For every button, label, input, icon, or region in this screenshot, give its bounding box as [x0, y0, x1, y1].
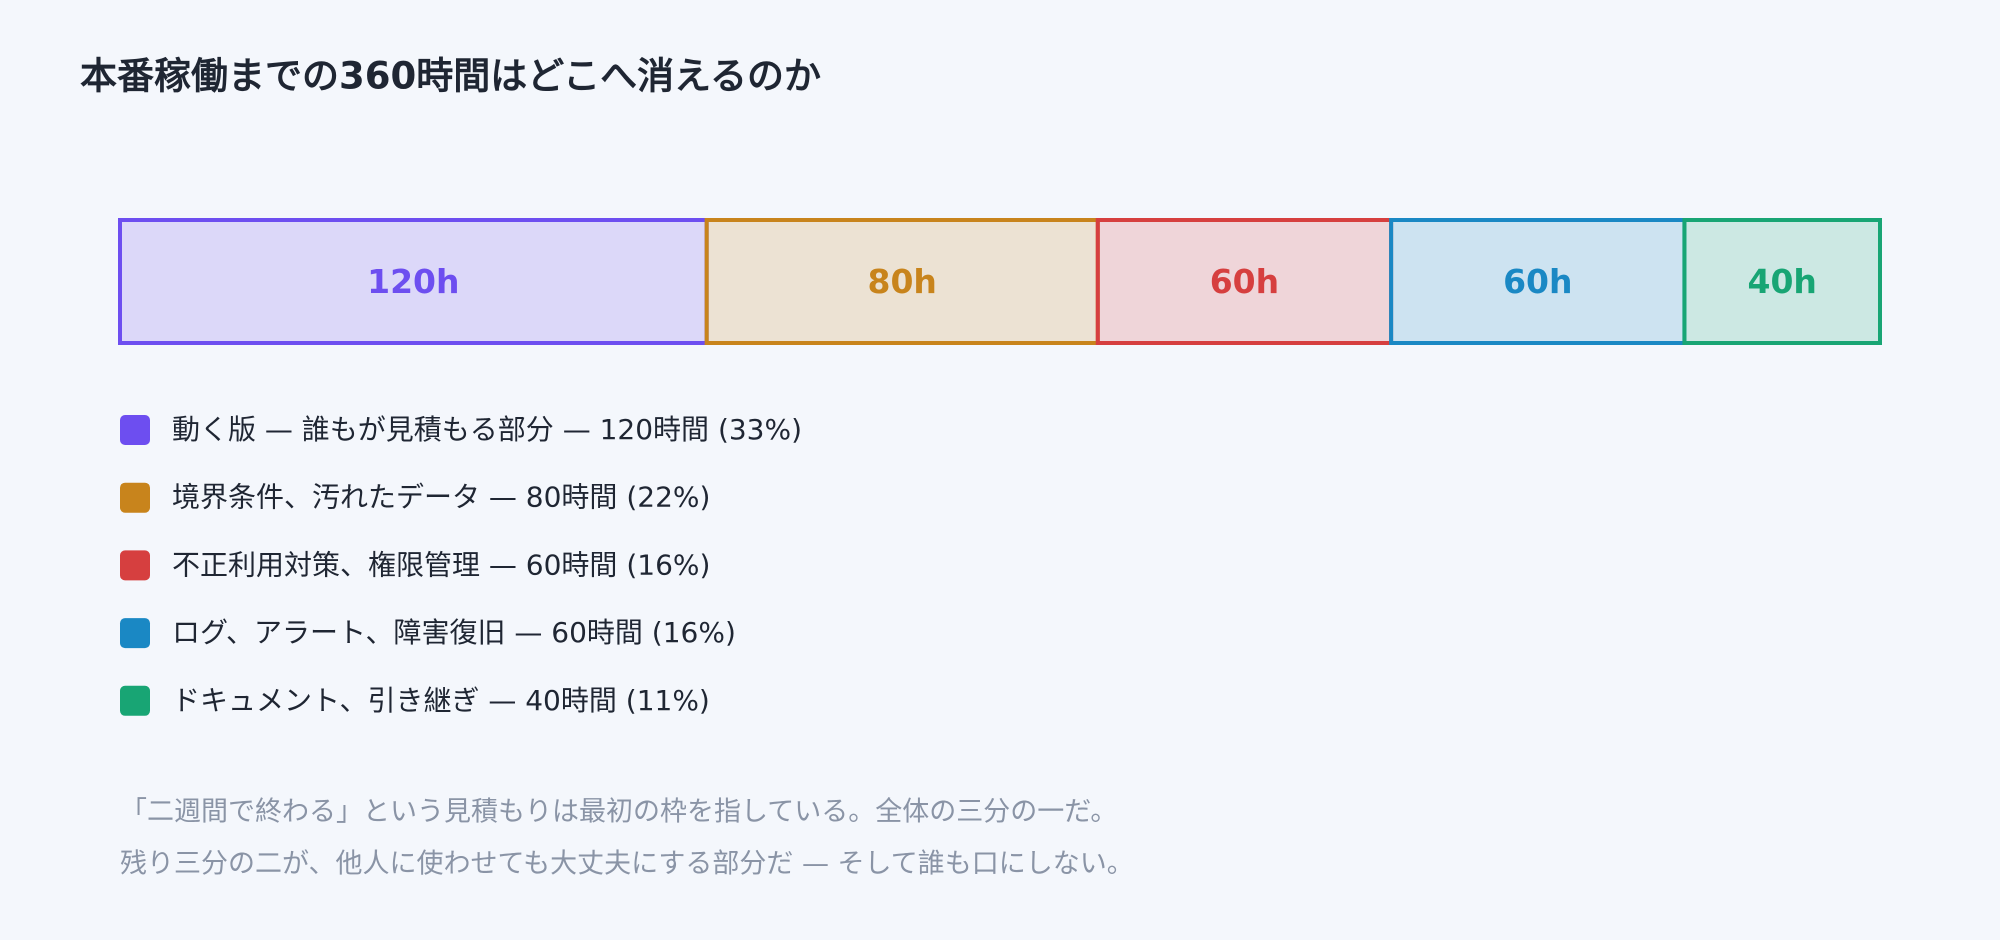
- value-label: 40h: [1748, 262, 1817, 301]
- bar-segment: [1682, 218, 1883, 345]
- legend-swatch: [120, 550, 150, 581]
- legend-label: 動く版 — 誰もが見積もる部分 — 120時間 (33%): [172, 413, 802, 446]
- legend-label: 不正利用対策、権限管理 — 60時間 (16%): [172, 548, 710, 581]
- value-label: 120h: [367, 262, 459, 301]
- legend-swatch: [120, 618, 150, 649]
- legend-swatch: [120, 685, 150, 716]
- bar-segment: [118, 218, 709, 345]
- legend-swatch: [120, 415, 150, 445]
- legend-label: ドキュメント、引き継ぎ — 40時間 (11%): [172, 684, 710, 717]
- chart-title: 本番稼働までの360時間はどこへ消えるのか: [80, 55, 821, 98]
- value-label: 80h: [868, 262, 937, 301]
- legend-swatch: [120, 482, 150, 513]
- legend-label: 境界条件、汚れたデータ — 80時間 (22%): [172, 481, 710, 514]
- legend-label: ログ、アラート、障害復旧 — 60時間 (16%): [172, 616, 736, 649]
- footnote: 残り三分の二が、他人に使わせても大丈夫にする部分だ — そして誰も口にしない。: [120, 849, 1134, 880]
- value-label: 60h: [1503, 262, 1572, 301]
- bar-segment: [1095, 218, 1394, 345]
- bar-segment: [1389, 218, 1687, 345]
- value-label: 60h: [1210, 262, 1279, 301]
- footnote: 「二週間で終わる」という見積もりは最初の枠を指している。全体の三分の一だ。: [120, 797, 1117, 828]
- bar-segment: [704, 218, 1100, 345]
